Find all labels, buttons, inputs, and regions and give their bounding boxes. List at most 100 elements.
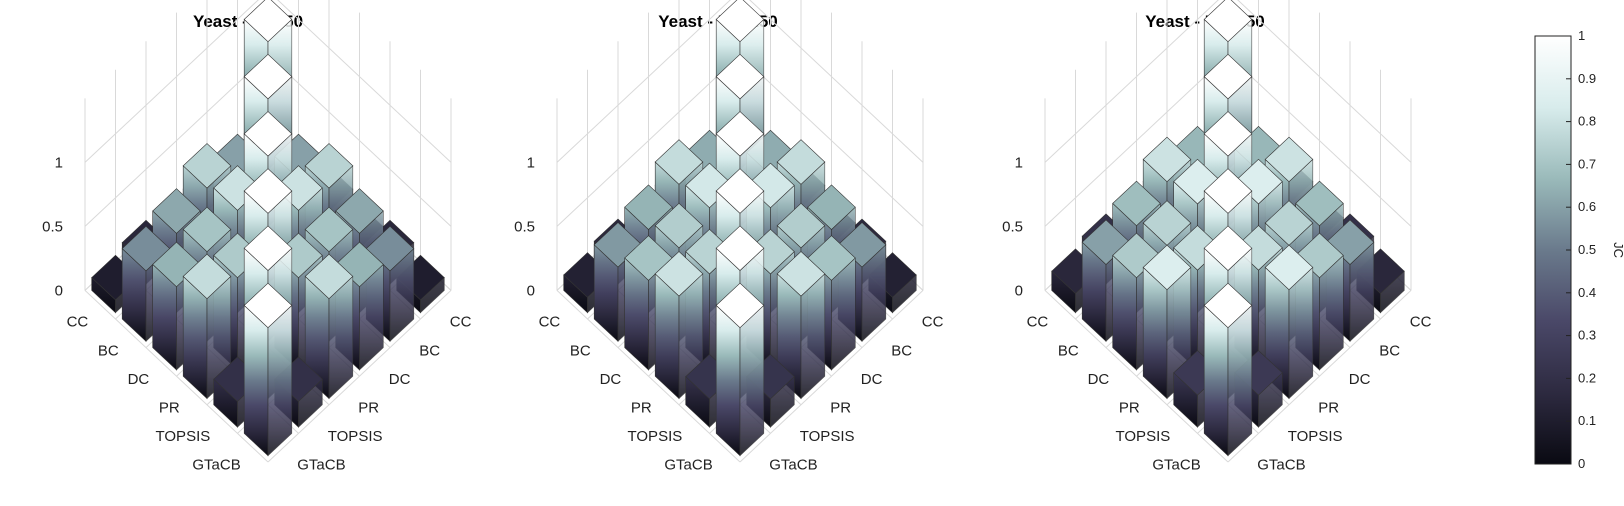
bar-top — [1142, 136, 1192, 183]
column-label: GTaCB — [769, 457, 817, 474]
grid-line — [1227, 54, 1412, 227]
grid-line — [556, 0, 731, 163]
colorbar-ticks: 0 0.1 0.2 0.3 0.4 0.5 0.6 0.7 0.8 0.9 1 — [1566, 28, 1596, 471]
colorbar-tick-label: 0.5 — [1578, 242, 1596, 257]
bar-top — [1203, 53, 1253, 100]
colorbar-tick-label: 0.9 — [1578, 71, 1596, 86]
colorbar-tick-label: 0.7 — [1578, 156, 1596, 171]
bar-top — [1142, 244, 1192, 291]
column-label: BC — [419, 342, 440, 359]
bar-top — [1142, 200, 1192, 246]
z-tick-label: 0 — [55, 282, 63, 299]
bar-top — [654, 139, 704, 185]
row-label: CC — [67, 314, 89, 331]
column-labels: GTaCB TOPSIS PR DC BC CC — [769, 314, 943, 474]
bar-top — [776, 251, 826, 297]
bar-top — [243, 168, 293, 214]
bars — [1051, 0, 1405, 457]
bar-PR-GTaCB — [1142, 244, 1192, 400]
row-label: PR — [1119, 400, 1140, 417]
bar-top — [152, 188, 201, 234]
colorbar-tick-label: 1 — [1578, 28, 1585, 43]
bar-side — [1227, 304, 1253, 457]
bar-top — [1112, 180, 1161, 227]
bar-GTaCB-PR — [776, 251, 826, 400]
z-tick-label: 0.5 — [42, 218, 63, 235]
z-tick-label: 1 — [1015, 154, 1023, 171]
grid-line — [277, 0, 452, 163]
bar-top — [715, 168, 765, 214]
grid-line — [1044, 54, 1229, 227]
row-labels: GTaCB TOPSIS PR DC BC CC — [67, 314, 241, 474]
column-label: PR — [830, 400, 851, 417]
bar-GTaCB-GTaCB — [243, 282, 293, 457]
row-labels: GTaCB TOPSIS PR DC BC CC — [539, 314, 713, 474]
bar-top — [304, 143, 354, 189]
bar-top — [1203, 0, 1253, 43]
colorbar-tick-label: 0.8 — [1578, 114, 1596, 129]
z-tick-label: 0.5 — [1002, 218, 1023, 235]
bar-PR-GTaCB — [182, 253, 232, 400]
colorbar-tick-label: 0.1 — [1578, 413, 1596, 428]
grid-line — [267, 54, 452, 227]
row-label: TOPSIS — [1116, 428, 1171, 445]
bar-top — [624, 184, 673, 230]
chart-panel-k250: Yeast - K = 250 00.51 GTaCBTOPSISPRDCBCC… — [1002, 0, 1432, 474]
column-label: BC — [891, 342, 912, 359]
column-label: CC — [922, 314, 944, 331]
colorbar-tick-label: 0.6 — [1578, 199, 1596, 214]
bar-top — [243, 225, 293, 271]
grid-line — [556, 54, 741, 227]
bar-top — [335, 188, 384, 234]
column-label: PR — [358, 400, 379, 417]
z-tick-label: 0 — [527, 282, 535, 299]
bar-top — [1264, 136, 1314, 183]
bar-top — [1295, 180, 1344, 227]
bar-top — [243, 282, 293, 329]
bar-GTaCB-GTaCB — [715, 282, 765, 457]
colorbar-tick-label: 0.3 — [1578, 328, 1596, 343]
bar-top — [715, 111, 765, 157]
row-label: TOPSIS — [628, 428, 683, 445]
chart-panel-k50: Yeast - K = 50 00.51 GTaCBTOPSISPRDCBCCC… — [42, 0, 472, 474]
colorbar-label: JC — [1611, 242, 1624, 258]
bar-side — [1142, 266, 1168, 400]
row-label: CC — [539, 314, 561, 331]
column-label: CC — [1410, 314, 1432, 331]
z-tick-label: 0 — [1015, 282, 1023, 299]
colorbar-tick-label: 0 — [1578, 456, 1585, 471]
column-labels: GTaCB TOPSIS PR DC BC CC — [1257, 314, 1431, 474]
bar-top — [715, 0, 765, 43]
column-label: GTaCB — [297, 457, 345, 474]
grid-line — [1044, 0, 1219, 163]
row-label: GTaCB — [664, 457, 712, 474]
z-tick-label: 1 — [527, 154, 535, 171]
bar-side — [739, 304, 765, 457]
z-tick-label: 0.5 — [514, 218, 535, 235]
row-label: BC — [1058, 342, 1079, 359]
row-label: CC — [1027, 314, 1049, 331]
bar-top — [776, 139, 826, 185]
bar-top — [807, 184, 856, 230]
bar-top — [304, 253, 354, 300]
z-ticks: 00.51 — [42, 154, 63, 299]
bars — [563, 0, 917, 457]
row-label: GTaCB — [1152, 457, 1200, 474]
column-label: TOPSIS — [800, 428, 855, 445]
bar-side — [715, 304, 741, 457]
grid-line — [84, 54, 269, 227]
row-label: BC — [570, 342, 591, 359]
column-label: DC — [1349, 371, 1371, 388]
bar-top — [776, 202, 826, 249]
row-label: DC — [1088, 371, 1110, 388]
colorbar-tick-label: 0.2 — [1578, 370, 1596, 385]
bar-side — [267, 304, 293, 457]
colorbar-tick-label: 0.4 — [1578, 285, 1596, 300]
column-labels: GTaCB TOPSIS PR DC BC CC — [297, 314, 471, 474]
z-ticks: 00.51 — [1002, 154, 1023, 299]
grid-line — [1237, 0, 1412, 163]
chart-panel-k150: Yeast - K = 150 00.51 GTaCBTOPSISPRDCBCC… — [514, 0, 944, 474]
row-label: BC — [98, 342, 119, 359]
colorbar: 0 0.1 0.2 0.3 0.4 0.5 0.6 0.7 0.8 0.9 1 JC — [1534, 28, 1624, 471]
bar-top — [182, 143, 232, 189]
